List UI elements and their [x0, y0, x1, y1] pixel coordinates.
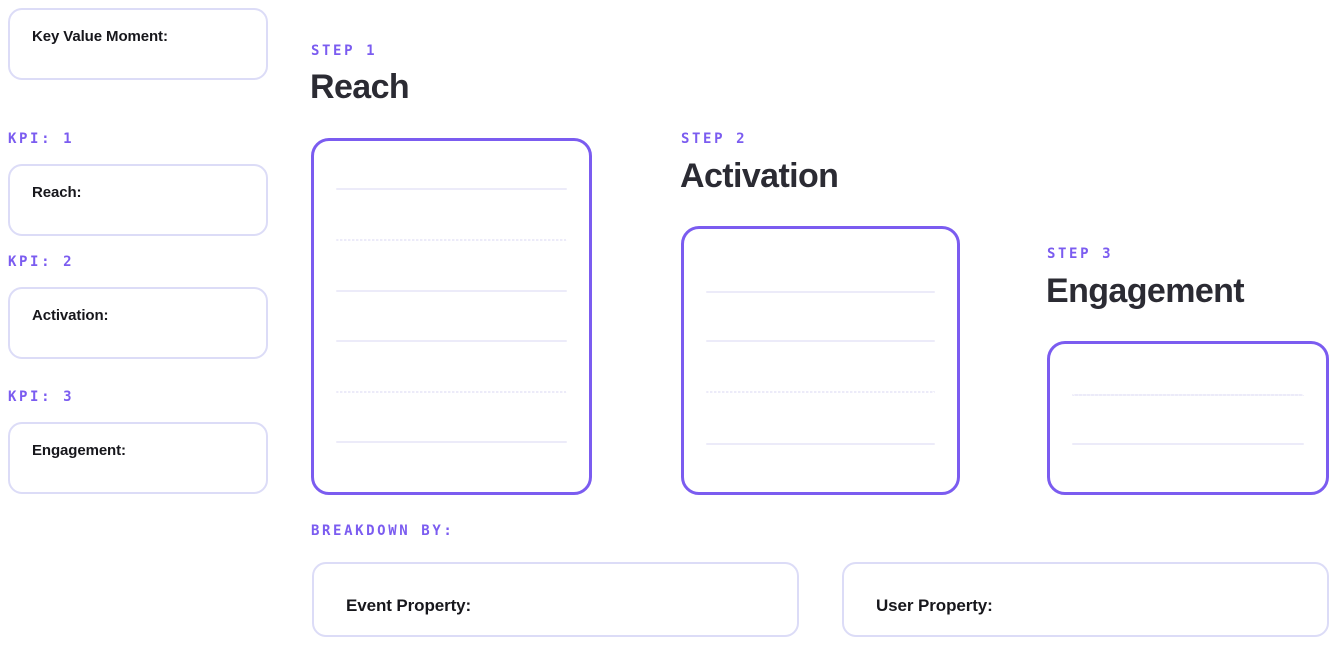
card-rule-line	[706, 391, 935, 393]
kpi-1-label: Reach:	[32, 184, 82, 201]
card-rule-line	[706, 443, 935, 445]
step-3-title: Engagement	[1046, 272, 1245, 310]
card-rule-line	[1072, 443, 1304, 445]
kpi-1-box[interactable]: Reach:	[8, 164, 268, 236]
step-1-tag: STEP 1	[311, 43, 378, 59]
kpi-1-tag: KPI: 1	[8, 131, 75, 147]
kpi-3-box[interactable]: Engagement:	[8, 422, 268, 494]
kpi-3-tag: KPI: 3	[8, 389, 75, 405]
step-1-title: Reach	[310, 68, 410, 106]
card-rule-line	[336, 188, 567, 190]
step-1-card[interactable]	[311, 138, 592, 495]
key-value-moment-box[interactable]: Key Value Moment:	[8, 8, 268, 80]
kpi-2-tag: KPI: 2	[8, 254, 75, 270]
step-2-card[interactable]	[681, 226, 960, 495]
kpi-2-box[interactable]: Activation:	[8, 287, 268, 359]
step-3-tag: STEP 3	[1047, 246, 1114, 262]
user-property-label: User Property:	[876, 596, 993, 615]
step-2-tag: STEP 2	[681, 131, 748, 147]
kpi-2-label: Activation:	[32, 307, 109, 324]
event-property-box[interactable]: Event Property:	[312, 562, 799, 637]
kpi-3-label: Engagement:	[32, 442, 126, 459]
key-value-moment-label: Key Value Moment:	[32, 28, 168, 45]
card-rule-line	[1072, 394, 1304, 396]
event-property-label: Event Property:	[346, 596, 472, 615]
card-rule-line	[336, 290, 567, 292]
step-3-card[interactable]	[1047, 341, 1329, 495]
user-property-box[interactable]: User Property:	[842, 562, 1329, 637]
card-rule-line	[336, 239, 567, 241]
card-rule-line	[336, 441, 567, 443]
breakdown-by-tag: BREAKDOWN BY:	[311, 523, 455, 539]
step-2-title: Activation	[680, 157, 839, 195]
card-rule-line	[336, 391, 567, 393]
card-rule-line	[706, 340, 935, 342]
card-rule-line	[336, 340, 567, 342]
card-rule-line	[706, 291, 935, 293]
